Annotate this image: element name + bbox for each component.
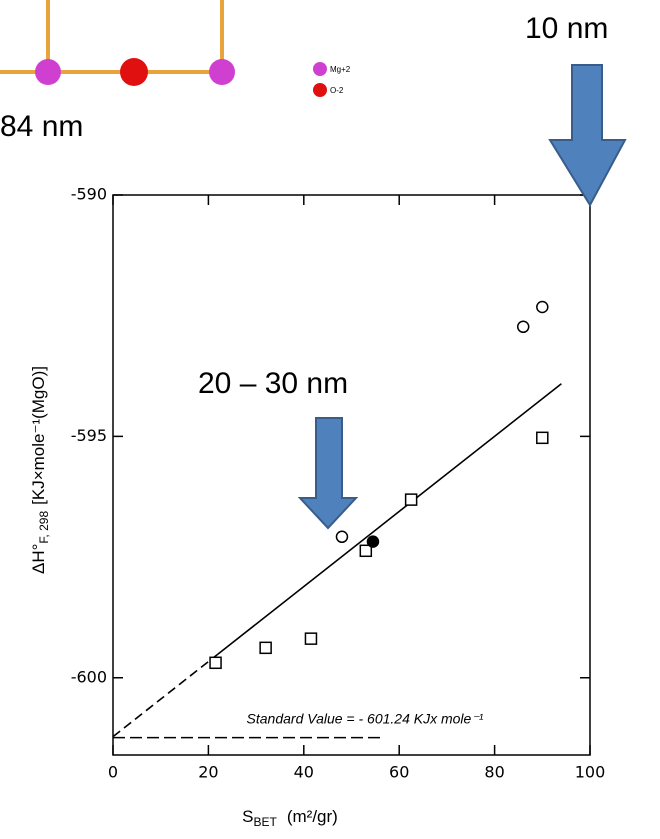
square-point bbox=[359, 544, 373, 558]
y-tick-label: -590 bbox=[71, 185, 107, 204]
square-point bbox=[536, 431, 549, 445]
y-tick-label: -595 bbox=[71, 426, 107, 445]
circle-point bbox=[516, 320, 530, 334]
x-tick-label: 20 bbox=[198, 763, 218, 782]
x-tick-label: 80 bbox=[484, 763, 504, 782]
circle-point bbox=[335, 530, 349, 544]
circle-point bbox=[366, 535, 380, 548]
annotation: 20 – 30 nm bbox=[198, 367, 348, 400]
square-point bbox=[404, 493, 418, 506]
size-label: 84 nm bbox=[0, 110, 83, 143]
x-tick-label: 60 bbox=[389, 763, 409, 782]
arrow bbox=[297, 417, 359, 530]
y-axis-label: ΔH°F, 298[KJ×mole⁻¹(MgO)] bbox=[29, 366, 51, 574]
arrow bbox=[548, 64, 627, 208]
x-axis-label: SBET (m²/gr) bbox=[242, 807, 338, 829]
square-point bbox=[209, 656, 222, 670]
x-tick-label: 40 bbox=[294, 763, 314, 782]
crystal-image: Mg+2 O-2 bbox=[0, 0, 351, 97]
fit-line bbox=[112, 653, 219, 738]
annotation: 10 nm bbox=[525, 12, 608, 45]
legend-label: Mg+2 bbox=[330, 65, 351, 74]
reference-label: Standard Value = - 601.24 KJx mole⁻¹ bbox=[247, 710, 484, 726]
square-point bbox=[259, 641, 272, 655]
x-tick-label: 100 bbox=[575, 763, 606, 782]
plot-frame bbox=[112, 194, 591, 756]
x-tick-label: 0 bbox=[108, 763, 118, 782]
y-tick-label: -600 bbox=[71, 667, 107, 686]
fit-line bbox=[217, 383, 562, 655]
circle-point bbox=[536, 300, 549, 314]
legend-label: O-2 bbox=[330, 86, 344, 95]
square-point bbox=[304, 632, 318, 645]
